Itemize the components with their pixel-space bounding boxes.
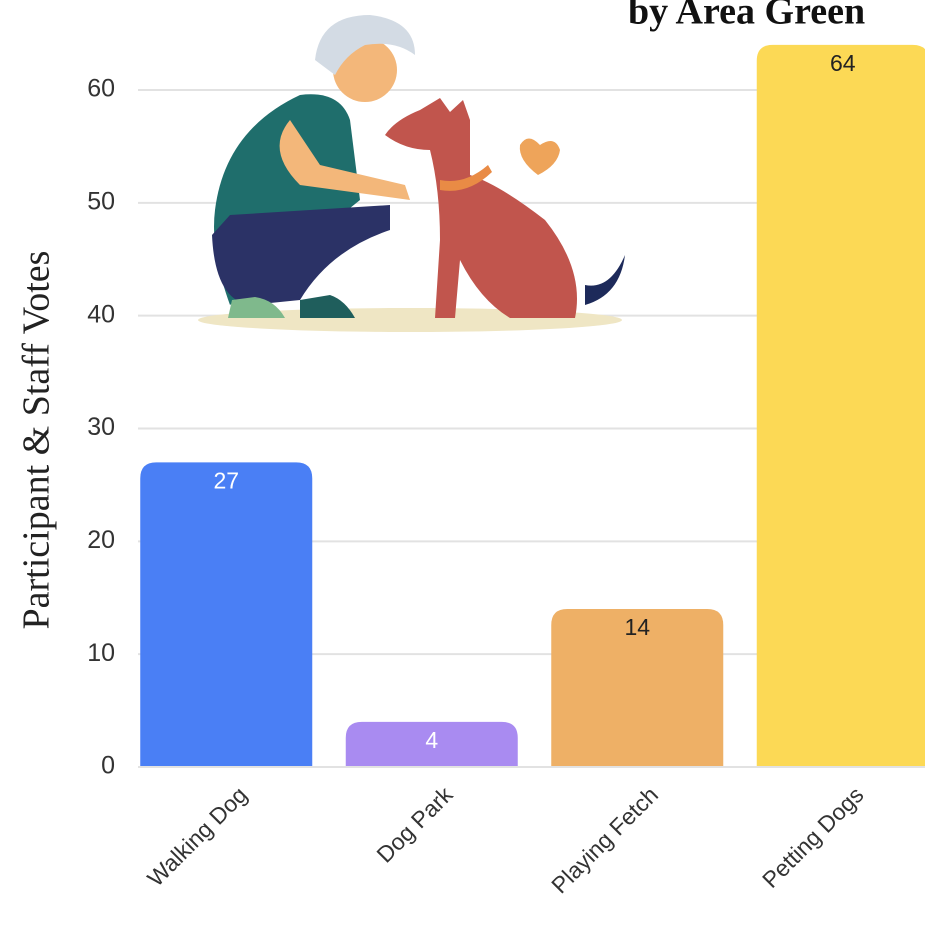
y-tick-label: 50 — [87, 187, 115, 215]
illustration — [198, 15, 625, 332]
x-tick-label: Walking Dog — [142, 781, 252, 891]
y-axis-label: Participant & Staff Votes — [16, 251, 58, 630]
y-tick-label: 60 — [87, 75, 115, 103]
y-tick-label: 10 — [87, 639, 115, 667]
chart-title: by Area Green — [628, 0, 865, 33]
value-label: 4 — [425, 727, 438, 753]
value-label: 27 — [213, 467, 239, 493]
y-tick-label: 40 — [87, 300, 115, 328]
value-label: 64 — [830, 50, 856, 76]
bar — [140, 462, 313, 767]
bar — [756, 44, 925, 767]
x-tick-label: Dog Park — [371, 781, 458, 868]
bars — [138, 44, 925, 768]
y-tick-label: 20 — [87, 526, 115, 554]
value-label: 14 — [624, 614, 650, 640]
x-tick-label: Petting Dogs — [757, 781, 869, 893]
y-tick-label: 30 — [87, 413, 115, 441]
bar — [345, 721, 518, 767]
bar — [551, 609, 724, 767]
y-tick-label: 0 — [101, 752, 115, 780]
x-tick-label: Playing Fetch — [546, 781, 663, 898]
